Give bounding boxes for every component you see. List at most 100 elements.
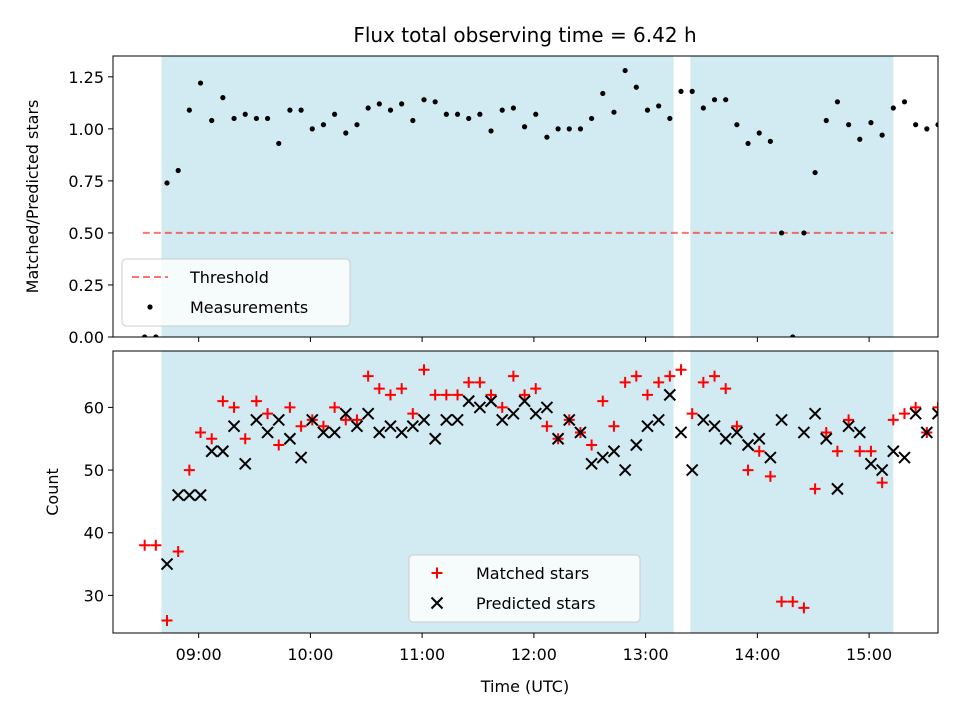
predicted-star-point: [250, 413, 263, 427]
measurement-point: [264, 115, 271, 122]
measurement-point: [343, 130, 349, 136]
legend-threshold-label: Threshold: [189, 268, 269, 287]
matched-star-point: [843, 414, 855, 426]
legend: Threshold Measurements: [121, 258, 351, 327]
matched-star-point: [664, 370, 676, 382]
predicted-star-point: [417, 413, 431, 427]
matched-star-point: [764, 470, 776, 482]
matched-star-point: [463, 376, 475, 388]
x-tick-label: 10:00: [287, 645, 333, 664]
measurement-point: [544, 134, 550, 140]
measurement-point: [477, 111, 483, 117]
axes-frame: [112, 55, 939, 338]
predicted-star-point: [853, 426, 866, 439]
matched-star-point: [172, 546, 184, 558]
measurement-point: [678, 88, 684, 94]
y-tick-label: 0.25: [68, 276, 104, 295]
measurement-point: [432, 99, 438, 105]
predicted-star-point: [440, 413, 453, 427]
predicted-star-point: [955, 396, 960, 407]
y-tick-label: 1.00: [68, 120, 104, 139]
matched-star-point: [530, 383, 542, 395]
measurement-point: [823, 117, 829, 124]
matched-star-point: [150, 539, 162, 551]
predicted-star-point: [820, 432, 833, 445]
x-tick-label: 12:00: [511, 645, 557, 664]
y-tick-label: 40: [84, 524, 104, 543]
predicted-star-point: [931, 407, 938, 420]
measurement-point: [421, 97, 427, 103]
measurement-point: [242, 111, 248, 117]
predicted-star-point: [551, 432, 565, 445]
predicted-star-point: [261, 426, 274, 439]
x-tick-label: 15:00: [846, 645, 892, 664]
measurement-point: [622, 67, 628, 74]
predicted-star-point: [618, 463, 632, 477]
predicted-star-point: [406, 419, 420, 433]
x-tick-label: 09:00: [176, 645, 222, 664]
matched-star-point: [239, 433, 251, 445]
measurement-point: [533, 111, 539, 117]
x-axis-label: Time (UTC): [480, 677, 569, 696]
matched-star-point: [597, 395, 609, 407]
measurement-point: [756, 130, 762, 136]
predicted-star-point: [585, 457, 598, 471]
chart-title: Flux total observing time = 6.42 h: [353, 23, 696, 47]
matched-star-point: [362, 370, 374, 382]
legend-predicted-swatch: [430, 596, 444, 610]
axes-frame: [112, 350, 939, 634]
measurement-point: [142, 334, 148, 337]
measurement-point: [354, 122, 360, 128]
predicted-star-point: [674, 426, 688, 439]
predicted-star-point: [227, 419, 241, 433]
measurement-point: [387, 107, 394, 113]
measurement-point: [947, 147, 952, 152]
matched-star-point: [206, 433, 218, 445]
measurement-point: [633, 84, 639, 90]
matched-star-point: [653, 376, 665, 388]
y-tick-label: 60: [84, 398, 104, 417]
predicted-star-point: [473, 401, 487, 414]
matched-star-point: [429, 389, 441, 401]
matched-star-point: [675, 364, 687, 376]
predicted-star-point: [641, 419, 654, 433]
matched-star-point: [709, 370, 721, 382]
legend-box: [121, 258, 351, 327]
x-tick-label: 13:00: [623, 645, 669, 664]
measurement-point: [868, 120, 874, 126]
predicted-star-point: [194, 488, 207, 502]
predicted-star-point: [529, 407, 542, 420]
measurement-point: [410, 117, 416, 124]
predicted-star-point: [842, 419, 855, 433]
predicted-star-point: [462, 394, 475, 408]
predicted-star-point: [328, 426, 341, 439]
predicted-star-point: [272, 413, 285, 427]
matched-star-point: [898, 408, 910, 420]
predicted-star-point: [775, 413, 788, 427]
legend-matched-label: Matched stars: [476, 564, 589, 583]
measurement-point: [801, 230, 807, 236]
matched-star-point: [329, 401, 341, 413]
x-tick-label: 14:00: [734, 645, 780, 664]
predicted-star-point: [317, 426, 330, 439]
matched-star-point: [619, 376, 631, 388]
matched-star-point: [183, 464, 195, 476]
matched-star-point: [139, 539, 151, 551]
measurement-point: [466, 115, 472, 122]
measurement-point: [667, 115, 673, 122]
matched-star-point: [340, 414, 352, 426]
matched-star-point: [731, 420, 743, 432]
predicted-star-point: [283, 432, 297, 445]
matched-star-point: [944, 446, 955, 457]
predicted-star-point: [808, 407, 822, 420]
predicted-star-point: [898, 451, 911, 464]
predicted-star-point: [887, 445, 900, 458]
predicted-star-point: [518, 394, 531, 408]
matched-star-point: [720, 383, 732, 395]
predicted-star-point: [171, 488, 185, 502]
matched-star-point: [697, 376, 709, 388]
measurement-point: [767, 138, 773, 144]
measurement-point: [454, 111, 461, 117]
predicted-star-point: [864, 457, 878, 471]
